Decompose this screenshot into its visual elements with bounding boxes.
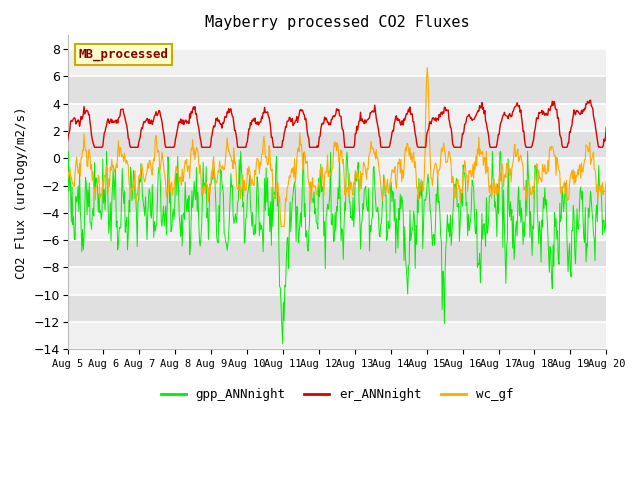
Bar [68, 158, 606, 185]
Bar [68, 49, 606, 76]
Legend: gpp_ANNnight, er_ANNnight, wc_gf: gpp_ANNnight, er_ANNnight, wc_gf [156, 383, 518, 406]
Y-axis label: CO2 Flux (urology/m2/s): CO2 Flux (urology/m2/s) [15, 106, 28, 278]
Bar [68, 240, 606, 267]
Bar [68, 131, 606, 158]
Bar [68, 185, 606, 213]
Bar [68, 322, 606, 349]
Title: Mayberry processed CO2 Fluxes: Mayberry processed CO2 Fluxes [205, 15, 469, 30]
Bar [68, 267, 606, 295]
Bar [68, 104, 606, 131]
Bar [68, 213, 606, 240]
Text: MB_processed: MB_processed [78, 48, 168, 61]
Bar [68, 76, 606, 104]
Bar [68, 295, 606, 322]
